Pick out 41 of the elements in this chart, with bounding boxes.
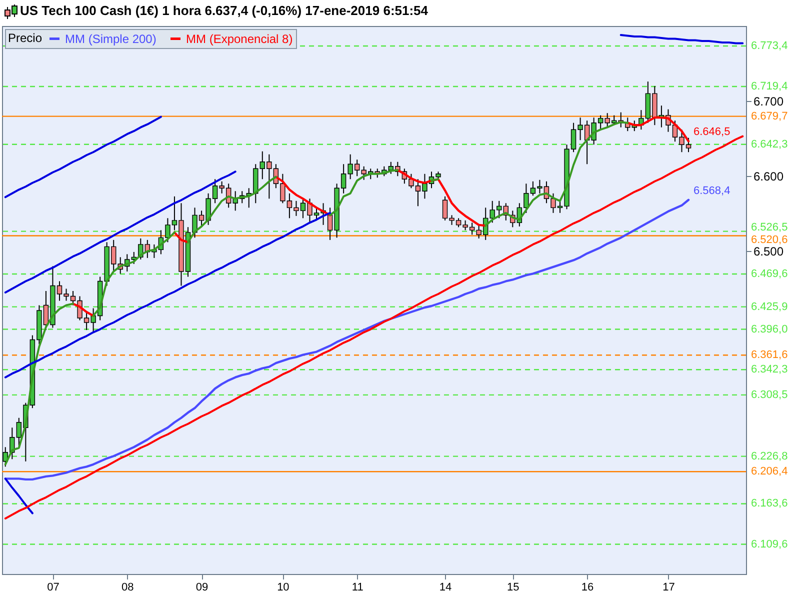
legend-label: MM (Exponencial 8) [186, 32, 293, 46]
ref-line-label: 6.361,6 [751, 349, 788, 362]
ref-line-label: 6.226,8 [751, 450, 788, 462]
line-series [620, 34, 744, 44]
x-tick-label: 08 [122, 582, 134, 594]
ref-line-label: 6.206,4 [751, 466, 788, 478]
ref-line-label: 6.679,7 [751, 110, 788, 122]
ref-line-label: 6.526,5 [751, 221, 788, 234]
ref-line-label: 6.520,6 [751, 234, 788, 246]
x-tick-label: 16 [581, 582, 594, 594]
line-series [4, 478, 34, 514]
line-series [4, 116, 162, 198]
line-series [4, 212, 332, 378]
line-series [4, 135, 744, 520]
ref-line-label: 6.642,3 [751, 138, 788, 150]
x-tick-label: 07 [47, 582, 60, 594]
line-series [4, 170, 236, 294]
x-tick-label: 15 [507, 582, 520, 594]
data-label: 6.646,5 [694, 126, 730, 138]
ref-line-label: 6.396,0 [751, 323, 788, 336]
ref-line-label: 6.342,3 [751, 364, 788, 376]
y-tick-label: 6.600 [754, 170, 784, 184]
ref-line-label: 6.773,4 [751, 40, 788, 52]
line-series [4, 198, 690, 481]
y-tick-label: 6.700 [754, 94, 784, 109]
data-label: 6.568,4 [694, 184, 730, 197]
ref-line-label: 6.109,6 [751, 538, 788, 550]
ref-line-label: 6.719,4 [751, 80, 788, 93]
chart-title: US Tech 100 Cash (1€) 1 hora 6.637,4 (-0,16%) 17-ene-2019 6:51:54 [20, 3, 429, 18]
x-tick-label: 17 [662, 582, 675, 594]
legend-title: Precio [8, 31, 42, 45]
legend-label: MM (Simple 200) [65, 32, 156, 46]
ref-line-label: 6.163,6 [751, 498, 788, 510]
x-tick-label: 09 [196, 582, 208, 594]
x-tick-label: 10 [277, 582, 290, 594]
ref-line-label: 6.425,9 [751, 300, 788, 313]
ref-line-label: 6.308,5 [751, 388, 788, 401]
ref-line-label: 6.469,6 [751, 268, 788, 280]
x-tick-label: 14 [439, 582, 452, 594]
y-tick-label: 6.500 [754, 244, 784, 259]
x-tick-label: 11 [352, 582, 364, 594]
